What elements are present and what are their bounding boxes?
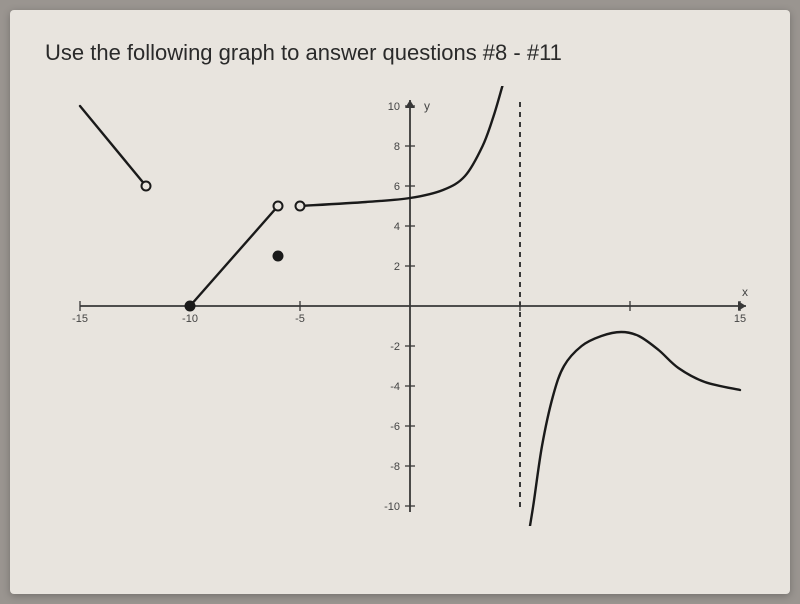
svg-text:-4: -4: [390, 381, 400, 393]
svg-text:6: 6: [394, 181, 400, 193]
graph-svg: -15 -10 -5 15 -10 -8 -6 -4 -2 2 4 6 8 10 y x: [50, 86, 750, 526]
svg-text:x: x: [742, 285, 748, 299]
svg-text:-5: -5: [295, 313, 305, 325]
svg-text:15: 15: [734, 313, 746, 325]
svg-text:-2: -2: [390, 341, 400, 353]
svg-text:4: 4: [394, 221, 400, 233]
svg-text:-6: -6: [390, 421, 400, 433]
svg-text:10: 10: [388, 101, 400, 113]
svg-text:-15: -15: [72, 313, 88, 325]
piecewise-graph: -15 -10 -5 15 -10 -8 -6 -4 -2 2 4 6 8 10 y x: [50, 86, 750, 526]
worksheet-card: Use the following graph to answer questi…: [10, 10, 790, 594]
svg-text:-8: -8: [390, 461, 400, 473]
svg-text:8: 8: [394, 141, 400, 153]
svg-text:y: y: [424, 99, 430, 113]
svg-text:2: 2: [394, 261, 400, 273]
svg-text:-10: -10: [384, 501, 400, 513]
svg-text:-10: -10: [182, 313, 198, 325]
instruction-text: Use the following graph to answer questi…: [45, 40, 755, 66]
